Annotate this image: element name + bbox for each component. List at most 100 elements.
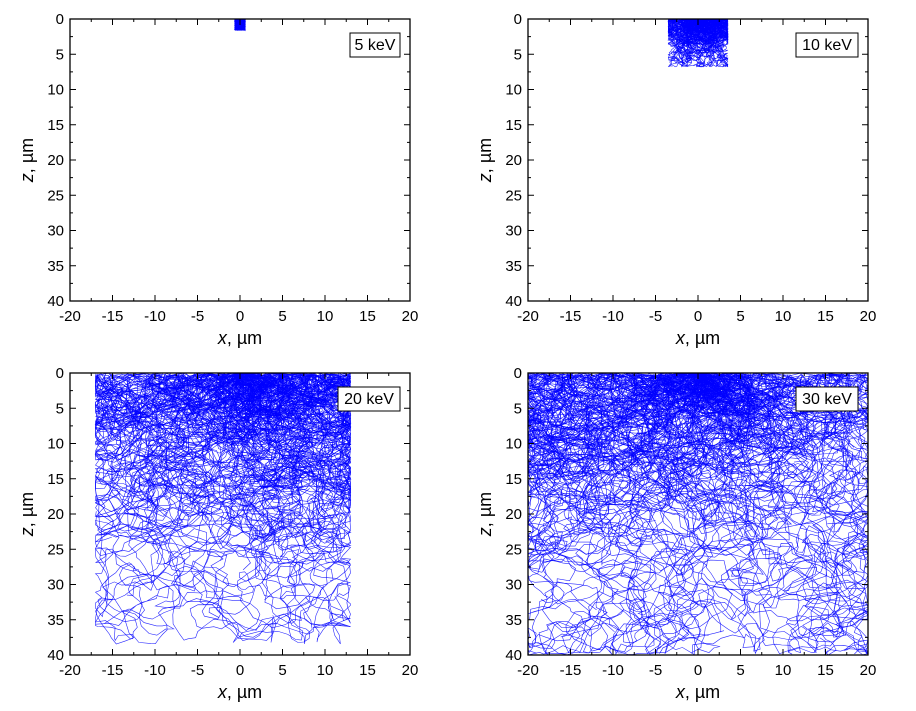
x-tick-label: 0 [236,308,244,325]
trajectory-group [528,373,868,655]
trajectory [170,373,261,470]
x-tick-label: 20 [860,662,877,679]
trajectory [672,373,868,432]
x-axis-unit: , µm [227,328,262,348]
trajectory [162,373,352,497]
y-axis-title: z, µm [475,492,495,537]
trajectory [686,19,722,68]
y-tick-label: 30 [505,223,522,240]
y-axis-unit: , µm [475,138,495,173]
trajectory [95,373,235,645]
trajectory [528,373,694,512]
x-tick-label: 20 [860,308,877,325]
x-tick-label: 20 [402,662,419,679]
y-tick-label: 15 [505,471,522,488]
y-tick-label: 5 [56,400,64,417]
trajectory [528,373,746,503]
y-tick-label: 35 [47,258,64,275]
trajectory [234,373,352,582]
x-tick-label: 5 [278,662,286,679]
trajectory [528,373,694,633]
trajectory [622,373,719,566]
x-tick-label: -10 [144,662,166,679]
y-tick-label: 30 [47,223,64,240]
x-tick-label: 0 [694,662,702,679]
trajectory [528,373,800,655]
x-tick-label: 15 [817,662,834,679]
y-tick-label: 40 [47,647,64,664]
trajectory [95,373,352,636]
trajectory [96,373,287,542]
x-tick-label: -5 [191,662,204,679]
trajectory [675,19,729,36]
trajectory [528,373,700,647]
y-tick-label: 0 [56,11,64,28]
x-axis-var: x [675,328,686,348]
x-tick-label: -20 [517,308,539,325]
x-tick-label: 20 [402,308,419,325]
x-tick-label: 10 [775,308,792,325]
y-tick-label: 35 [505,612,522,629]
trajectory [594,373,868,638]
trajectory-group [667,19,729,68]
x-axis-title: x, µm [217,328,262,348]
y-tick-label: 0 [514,365,522,382]
y-tick-label: 15 [47,471,64,488]
trajectory [199,373,352,541]
y-tick-label: 10 [47,436,64,453]
trajectory [696,19,716,68]
energy-label: 20 keV [344,391,394,408]
trajectory [95,373,240,544]
y-tick-label: 0 [56,365,64,382]
trajectory [95,373,251,431]
trajectory [184,373,352,495]
plot-frame [527,18,869,302]
x-axis-title: x, µm [675,682,720,702]
y-tick-label: 40 [47,293,64,310]
y-axis-title: z, µm [17,138,37,183]
trajectory [528,373,727,490]
trajectory [161,373,250,476]
energy-label-box [795,386,859,412]
trajectory [578,373,846,654]
trajectory [590,373,759,426]
trajectory [541,373,777,417]
trajectory [687,373,868,605]
y-tick-label: 25 [47,187,64,204]
y-tick-label: 15 [505,117,522,134]
trajectory [592,373,767,527]
trajectory-group [94,373,352,645]
x-tick-label: 5 [278,308,286,325]
y-tick-label: 5 [514,400,522,417]
trajectory [696,373,868,609]
x-tick-label: -10 [144,308,166,325]
energy-label: 10 keV [802,37,852,54]
energy-label-box [795,32,859,58]
plot-frame [69,18,411,302]
y-axis-title: z, µm [17,492,37,537]
trajectory [585,373,797,542]
trajectory [687,373,868,573]
x-tick-label: 5 [736,308,744,325]
trajectory [667,19,702,44]
energy-label-box [349,32,401,58]
y-tick-label: 25 [47,541,64,558]
trajectory [116,373,352,643]
y-axis-var: z [475,173,495,183]
x-axis-title: x, µm [217,682,262,702]
x-tick-label: -20 [517,662,539,679]
trajectory [528,373,709,654]
trajectory [234,19,246,28]
trajectory [528,373,785,543]
y-tick-label: 15 [47,117,64,134]
x-tick-label: -15 [560,308,582,325]
energy-label: 30 keV [802,391,852,408]
x-tick-label: 0 [694,308,702,325]
x-tick-label: 10 [317,308,334,325]
y-tick-label: 5 [56,46,64,63]
y-axis-var: z [17,527,37,537]
trajectory [528,373,699,481]
trajectory [621,373,765,655]
y-tick-label: 10 [505,436,522,453]
